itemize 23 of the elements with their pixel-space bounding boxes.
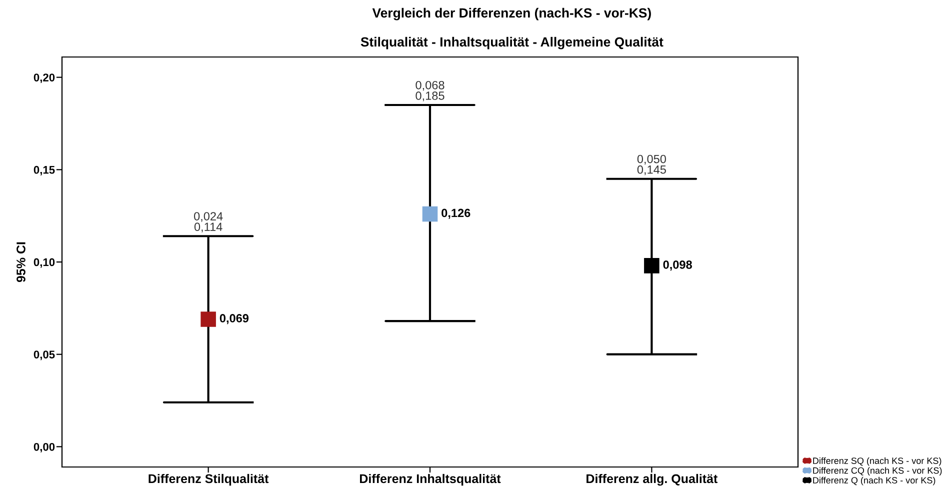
legend-label: Differenz SQ (nach KS - vor KS) bbox=[813, 457, 942, 466]
y-tick-label: 0,15 bbox=[34, 166, 55, 176]
x-tick-label: Differenz allg. Qualität bbox=[586, 474, 718, 486]
point bbox=[644, 258, 660, 274]
y-axis-title: 95% CI bbox=[16, 242, 26, 282]
data-label: 0,098 bbox=[663, 260, 692, 271]
legend-label: Differenz Q (nach KS - vor KS) bbox=[813, 476, 936, 486]
data-label: 0,069 bbox=[220, 314, 249, 324]
annotation: 0,024 0,114 bbox=[194, 212, 223, 232]
x-tick-label: Differenz Inhaltsqualität bbox=[360, 474, 501, 486]
point bbox=[200, 312, 216, 327]
chart-subtitle: Stilqualität - Inhaltsqualität - Allgemeine Qualität bbox=[360, 36, 664, 50]
legend-label: Differenz CQ (nach KS - vor KS) bbox=[813, 467, 942, 476]
annotation: 0,050 0,145 bbox=[637, 154, 666, 176]
annotation: 0,068 0,185 bbox=[416, 80, 444, 102]
x-tick-label: Differenz Stilqualität bbox=[148, 474, 269, 486]
y-tick-label: 0,00 bbox=[34, 442, 55, 452]
y-tick-label: 0,10 bbox=[34, 258, 55, 268]
chart-title: Vergleich der Differenzen (nach-KS - vor-KS) bbox=[372, 8, 651, 20]
y-tick-label: 0,05 bbox=[34, 350, 55, 360]
y-tick-label: 0,20 bbox=[34, 74, 55, 84]
data-label: 0,126 bbox=[442, 208, 470, 219]
point bbox=[422, 206, 438, 222]
